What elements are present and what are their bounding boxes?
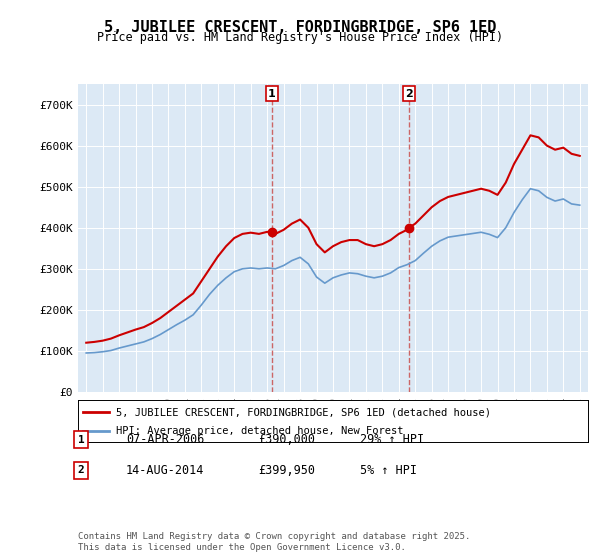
Point <box>105 409 112 416</box>
Point <box>79 409 87 416</box>
Text: 1: 1 <box>77 435 85 445</box>
Text: 1: 1 <box>268 88 275 99</box>
Text: Price paid vs. HM Land Registry's House Price Index (HPI): Price paid vs. HM Land Registry's House … <box>97 31 503 44</box>
Point <box>79 427 87 434</box>
Text: £390,000: £390,000 <box>258 433 315 446</box>
Text: 14-AUG-2014: 14-AUG-2014 <box>126 464 205 477</box>
Text: 5% ↑ HPI: 5% ↑ HPI <box>360 464 417 477</box>
Text: 2: 2 <box>77 465 85 475</box>
Point <box>105 427 112 434</box>
Text: £399,950: £399,950 <box>258 464 315 477</box>
Text: 29% ↑ HPI: 29% ↑ HPI <box>360 433 424 446</box>
Text: 2: 2 <box>405 88 413 99</box>
Text: 5, JUBILEE CRESCENT, FORDINGBRIDGE, SP6 1ED: 5, JUBILEE CRESCENT, FORDINGBRIDGE, SP6 … <box>104 20 496 35</box>
Text: Contains HM Land Registry data © Crown copyright and database right 2025.
This d: Contains HM Land Registry data © Crown c… <box>78 532 470 552</box>
Text: HPI: Average price, detached house, New Forest: HPI: Average price, detached house, New … <box>116 426 404 436</box>
Text: 07-APR-2006: 07-APR-2006 <box>126 433 205 446</box>
Text: 5, JUBILEE CRESCENT, FORDINGBRIDGE, SP6 1ED (detached house): 5, JUBILEE CRESCENT, FORDINGBRIDGE, SP6 … <box>116 407 491 417</box>
